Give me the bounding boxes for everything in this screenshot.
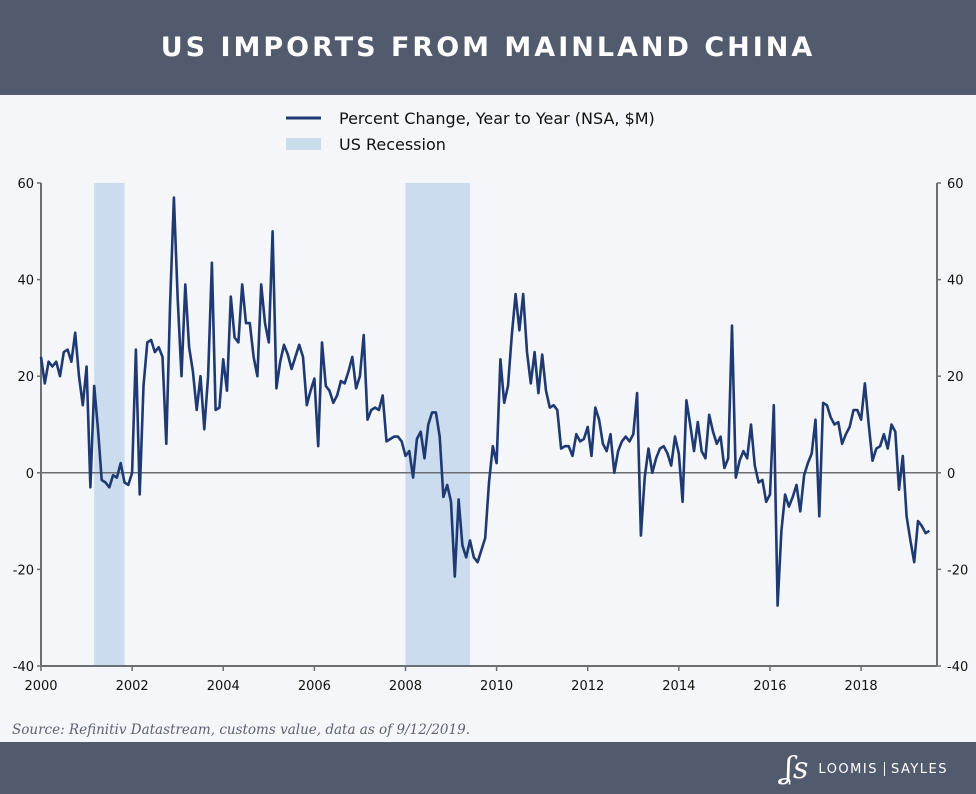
series-line [39,196,931,607]
y-tick-label-left: 0 [26,467,34,482]
source-note: Source: Refinitiv Datastream, customs va… [12,722,470,738]
logo-divider [883,762,885,776]
x-tick-label: 2018 [845,679,878,694]
x-tick-label: 2000 [24,679,57,694]
x-tick-label: 2002 [116,679,149,694]
y-tick-label-left: 20 [17,370,34,385]
legend-label-series: Percent Change, Year to Year (NSA, $M) [339,109,655,128]
footer-bar: ʆs LOOMIS SAYLES [0,742,976,794]
x-tick-label: 2016 [753,679,786,694]
recession-band [94,183,125,666]
x-tick-label: 2008 [389,679,422,694]
y-tick-label-left: 60 [17,177,34,192]
x-tick-label: 2012 [571,679,604,694]
logo-left-text: LOOMIS [818,761,878,777]
header-bar: US IMPORTS FROM MAINLAND CHINA [0,0,976,95]
y-tick-label-left: 40 [17,274,34,289]
x-tick-label: 2014 [662,679,695,694]
logo-mark: ʆs [783,751,809,786]
legend-recession-swatch [286,138,321,150]
x-tick-label: 2010 [480,679,513,694]
y-tick-label-right: 40 [947,274,964,289]
legend-label-recession: US Recession [339,135,446,154]
y-tick-label-right: -40 [947,660,968,675]
chart-title: US IMPORTS FROM MAINLAND CHINA [160,32,816,63]
y-tick-label-right: 20 [947,370,964,385]
y-tick-label-right: -20 [947,563,968,578]
y-tick-label-left: -20 [13,563,34,578]
y-tick-label-right: 60 [947,177,964,192]
y-tick-label-right: 0 [947,467,955,482]
loomis-sayles-logo: ʆs LOOMIS SAYLES [783,754,948,784]
logo-right-text: SAYLES [890,761,948,777]
y-tick-label-left: -40 [13,660,34,675]
x-tick-label: 2004 [207,679,240,694]
x-tick-label: 2006 [298,679,331,694]
chart: -40 -40 -20 -20 0 0 20 20 40 40 60 60 2000 2002 2004 20… [13,109,968,694]
